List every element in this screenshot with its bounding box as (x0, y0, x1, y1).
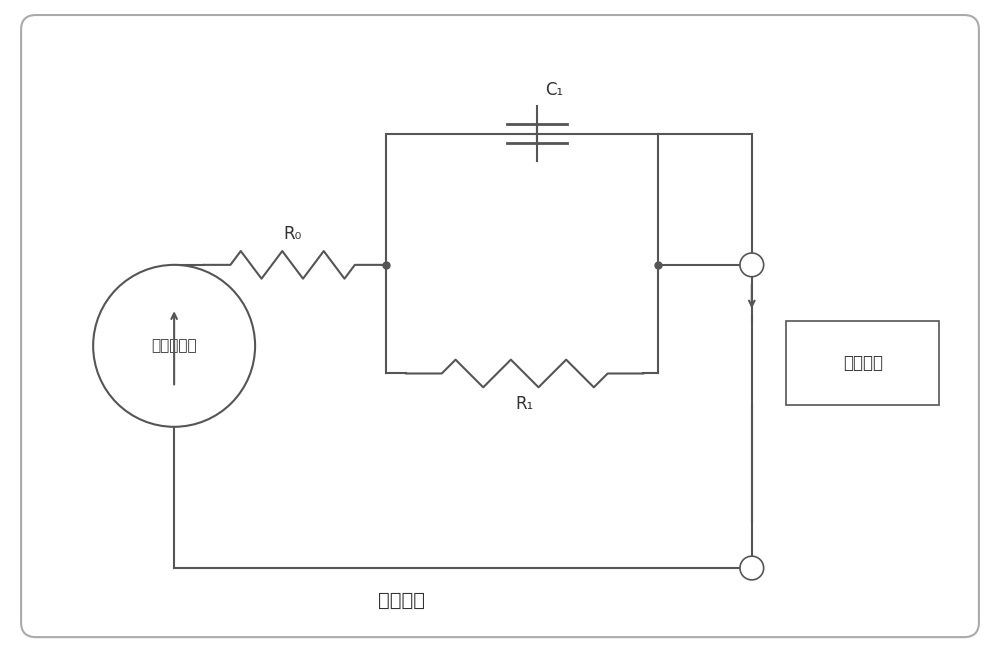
Circle shape (740, 556, 764, 580)
Text: 杀菌曲线: 杀菌曲线 (843, 354, 883, 372)
Text: 克拉麴素: 克拉麴素 (378, 591, 425, 610)
FancyBboxPatch shape (786, 321, 939, 405)
Circle shape (740, 253, 764, 276)
Circle shape (93, 265, 255, 427)
Text: R₀: R₀ (283, 225, 302, 243)
Text: C₁: C₁ (545, 81, 563, 99)
Text: R₁: R₁ (516, 395, 534, 413)
Text: 幽门螺杆菌: 幽门螺杆菌 (151, 338, 197, 354)
FancyBboxPatch shape (21, 15, 979, 637)
